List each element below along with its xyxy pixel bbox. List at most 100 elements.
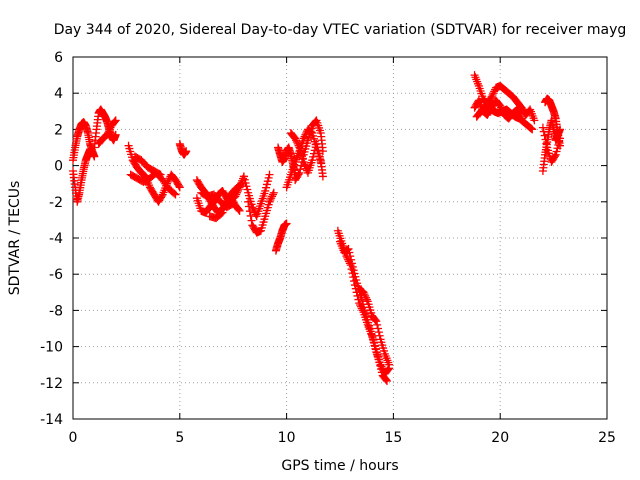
data-point: [265, 197, 274, 206]
data-point-interp: [246, 211, 255, 220]
data-point-interp: [382, 375, 391, 384]
series-arc-9-10: [271, 219, 291, 255]
x-tick-label: 25: [598, 430, 616, 446]
y-tick-label: -10: [40, 340, 63, 356]
data-point-interp: [291, 136, 300, 145]
series-arc-22-23b: [541, 94, 565, 150]
data-point: [487, 92, 496, 101]
data-point-interp: [294, 170, 303, 179]
data-point: [556, 134, 565, 143]
data-point: [103, 130, 112, 139]
data-point: [111, 130, 120, 139]
data-point-interp: [514, 107, 523, 116]
data-point: [269, 188, 278, 197]
y-tick-label: -12: [40, 376, 63, 392]
data-point: [359, 288, 368, 297]
data-point-interp: [292, 138, 301, 147]
data-point-interp: [347, 259, 356, 268]
series-arc-19-21: [470, 71, 539, 125]
data-point-interp: [266, 195, 275, 204]
series-arc-8-10b: [244, 188, 278, 237]
series-arc-12-15c: [355, 284, 394, 369]
x-tick-label: 5: [175, 430, 184, 446]
series-arc-0-1b: [69, 145, 95, 206]
data-point-interp: [373, 320, 382, 329]
data-point-interp: [550, 152, 559, 161]
data-point-interp: [268, 190, 277, 199]
data-point-interp: [539, 127, 548, 136]
data-point-interp: [296, 165, 305, 174]
series-arc-5: [175, 139, 191, 159]
data-point-interp: [362, 293, 371, 302]
data-point-interp: [105, 125, 114, 134]
data-point: [86, 145, 95, 154]
y-tick-label: 2: [54, 122, 63, 138]
data-point: [171, 190, 180, 199]
data-point-interp: [516, 112, 525, 121]
data-point-interp: [542, 139, 551, 148]
data-point-interp: [346, 252, 355, 261]
data-point: [291, 134, 300, 143]
data-point-interp: [374, 324, 383, 333]
data-point: [538, 123, 547, 132]
y-tick-label: -8: [49, 303, 63, 319]
data-point-interp: [268, 192, 277, 201]
series-arc-1-2b: [94, 116, 120, 148]
series-arc-8-10: [239, 170, 274, 221]
data-point: [235, 206, 244, 215]
data-point: [372, 317, 381, 326]
data-point-interp: [374, 328, 383, 337]
data-point-interp: [515, 110, 524, 119]
chart-title: Day 344 of 2020, Sidereal Day-to-day VTE…: [54, 22, 627, 38]
data-point-interp: [155, 169, 164, 178]
data-point: [229, 199, 238, 208]
data-point: [244, 197, 253, 206]
data-point: [265, 170, 274, 179]
data-point-interp: [489, 89, 498, 98]
data-point: [156, 170, 165, 179]
series-arc-6-8d: [205, 179, 246, 223]
y-tick-label: -4: [49, 231, 63, 247]
y-tick-label: 6: [54, 50, 63, 66]
data-points: [69, 71, 565, 385]
series-arc-2-5c: [130, 152, 165, 179]
series-arc-1-2: [90, 105, 120, 152]
y-axis-label: SDTVAR / TECUs: [7, 181, 23, 296]
data-point-interp: [375, 331, 384, 340]
data-point-interp: [347, 255, 356, 264]
x-tick-label: 0: [69, 430, 78, 446]
data-point-interp: [110, 117, 119, 126]
data-point: [513, 105, 522, 114]
y-tick-label: -2: [49, 195, 63, 211]
data-point: [90, 152, 99, 161]
data-point-interp: [497, 105, 506, 114]
data-point: [111, 116, 120, 125]
data-point: [517, 114, 526, 123]
data-point-interp: [294, 141, 303, 150]
data-point-interp: [384, 365, 393, 374]
data-point-interp: [234, 205, 243, 214]
data-point-interp: [345, 248, 354, 257]
y-tick-label: 0: [54, 159, 63, 175]
data-point-interp: [540, 131, 549, 140]
data-point-interp: [498, 107, 507, 116]
series-arc-0-1: [69, 118, 99, 165]
data-point: [318, 172, 327, 181]
data-point: [182, 147, 191, 156]
series-arc-19-21c: [470, 96, 526, 123]
data-point: [385, 360, 394, 369]
x-axis-label: GPS time / hours: [281, 458, 398, 474]
data-point-interp: [236, 180, 245, 189]
data-point: [299, 134, 308, 143]
data-point-interp: [541, 135, 550, 144]
data-point-interp: [170, 189, 179, 198]
x-tick-labels: 0 5 10 15 20 25: [69, 430, 616, 446]
data-point-interp: [157, 192, 166, 201]
data-point: [175, 183, 184, 192]
data-point: [528, 125, 537, 134]
data-point: [382, 376, 391, 385]
series-arc-10-11b: [291, 116, 327, 185]
data-point-interp: [293, 139, 302, 148]
data-point-interp: [527, 124, 536, 133]
